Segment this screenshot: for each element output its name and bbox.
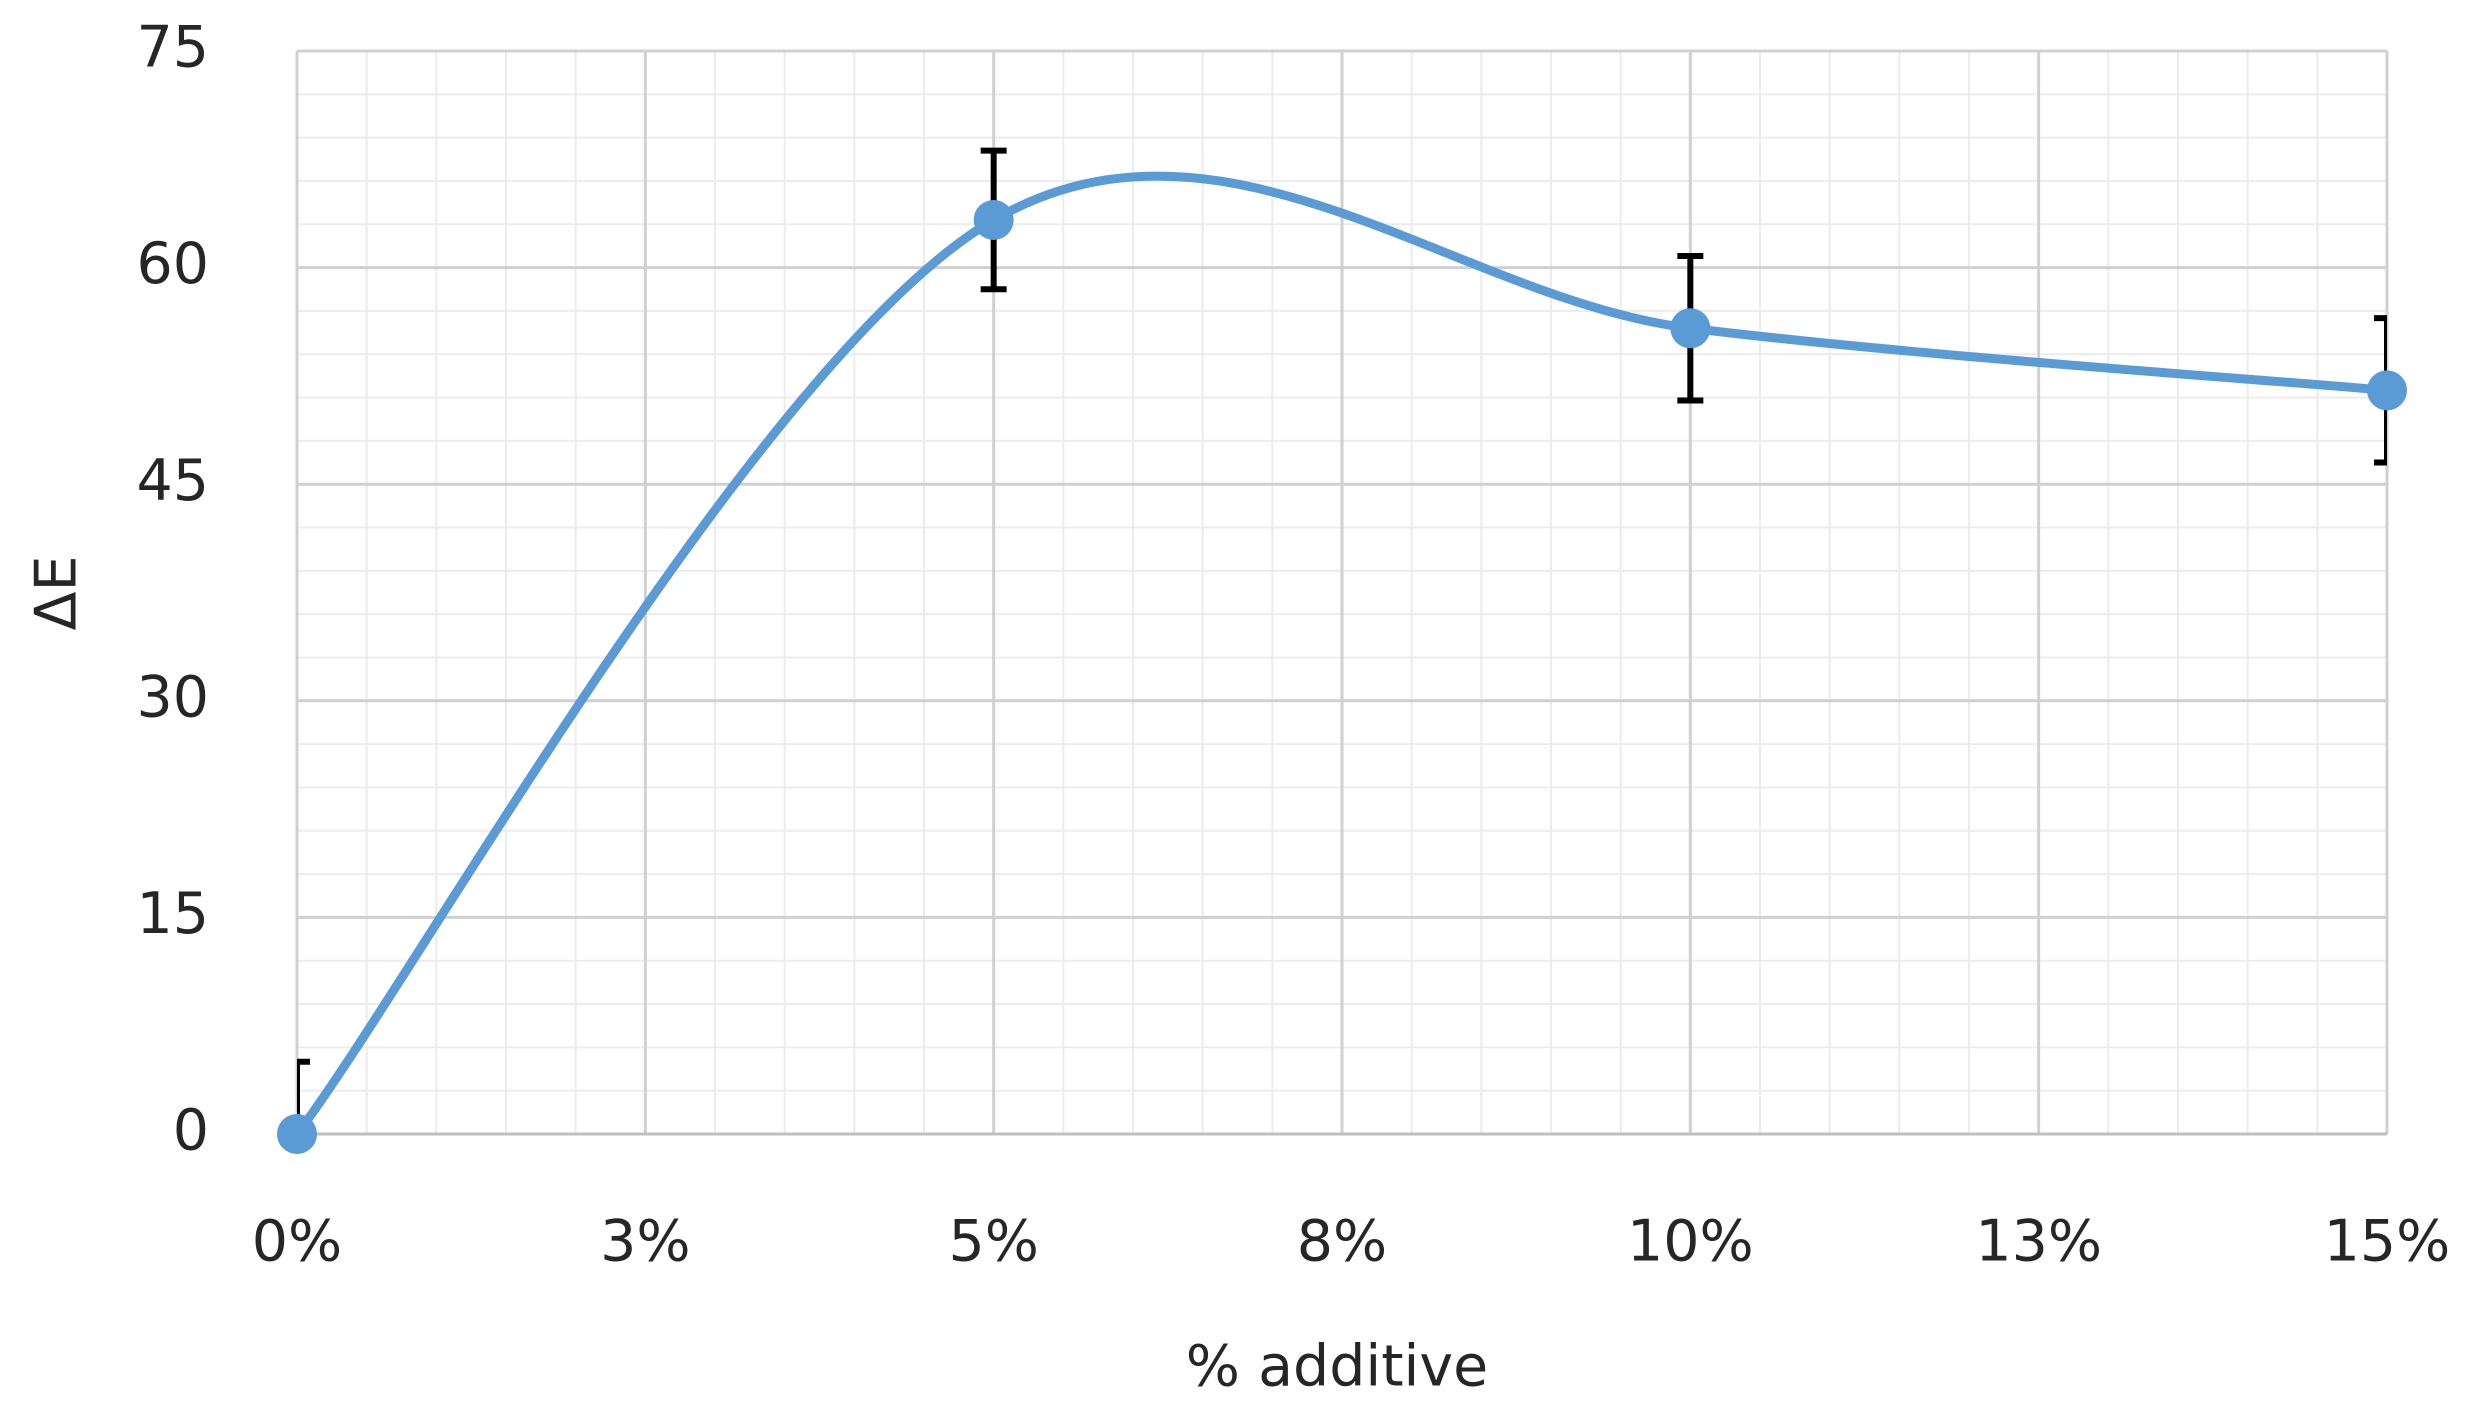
x-tick-label: 5% — [948, 1209, 1038, 1275]
point-marker — [973, 199, 1014, 240]
x-tick-label: 3% — [600, 1209, 690, 1275]
point-marker — [277, 1114, 317, 1154]
y-tick-label: 30 — [136, 664, 209, 730]
x-tick-label: 8% — [1297, 1209, 1387, 1275]
x-tick-label: 0% — [252, 1209, 342, 1275]
point-marker — [2367, 370, 2407, 411]
y-tick-label: 15 — [136, 881, 209, 947]
point-marker — [1670, 308, 1711, 349]
y-axis-title: ΔE — [24, 555, 90, 630]
error-bar — [297, 1058, 310, 1134]
x-axis-title: % additive — [1186, 1334, 1488, 1400]
y-tick-label: 0 — [173, 1098, 209, 1164]
y-tick-label: 60 — [136, 231, 209, 297]
x-tick-label: 15% — [2324, 1209, 2451, 1275]
error-bar — [2374, 315, 2387, 466]
x-tick-label: 13% — [1975, 1209, 2102, 1275]
x-tick-label: 10% — [1627, 1209, 1754, 1275]
series-line — [297, 171, 2387, 1134]
y-tick-label: 45 — [136, 448, 209, 514]
y-tick-label: 75 — [136, 15, 209, 81]
